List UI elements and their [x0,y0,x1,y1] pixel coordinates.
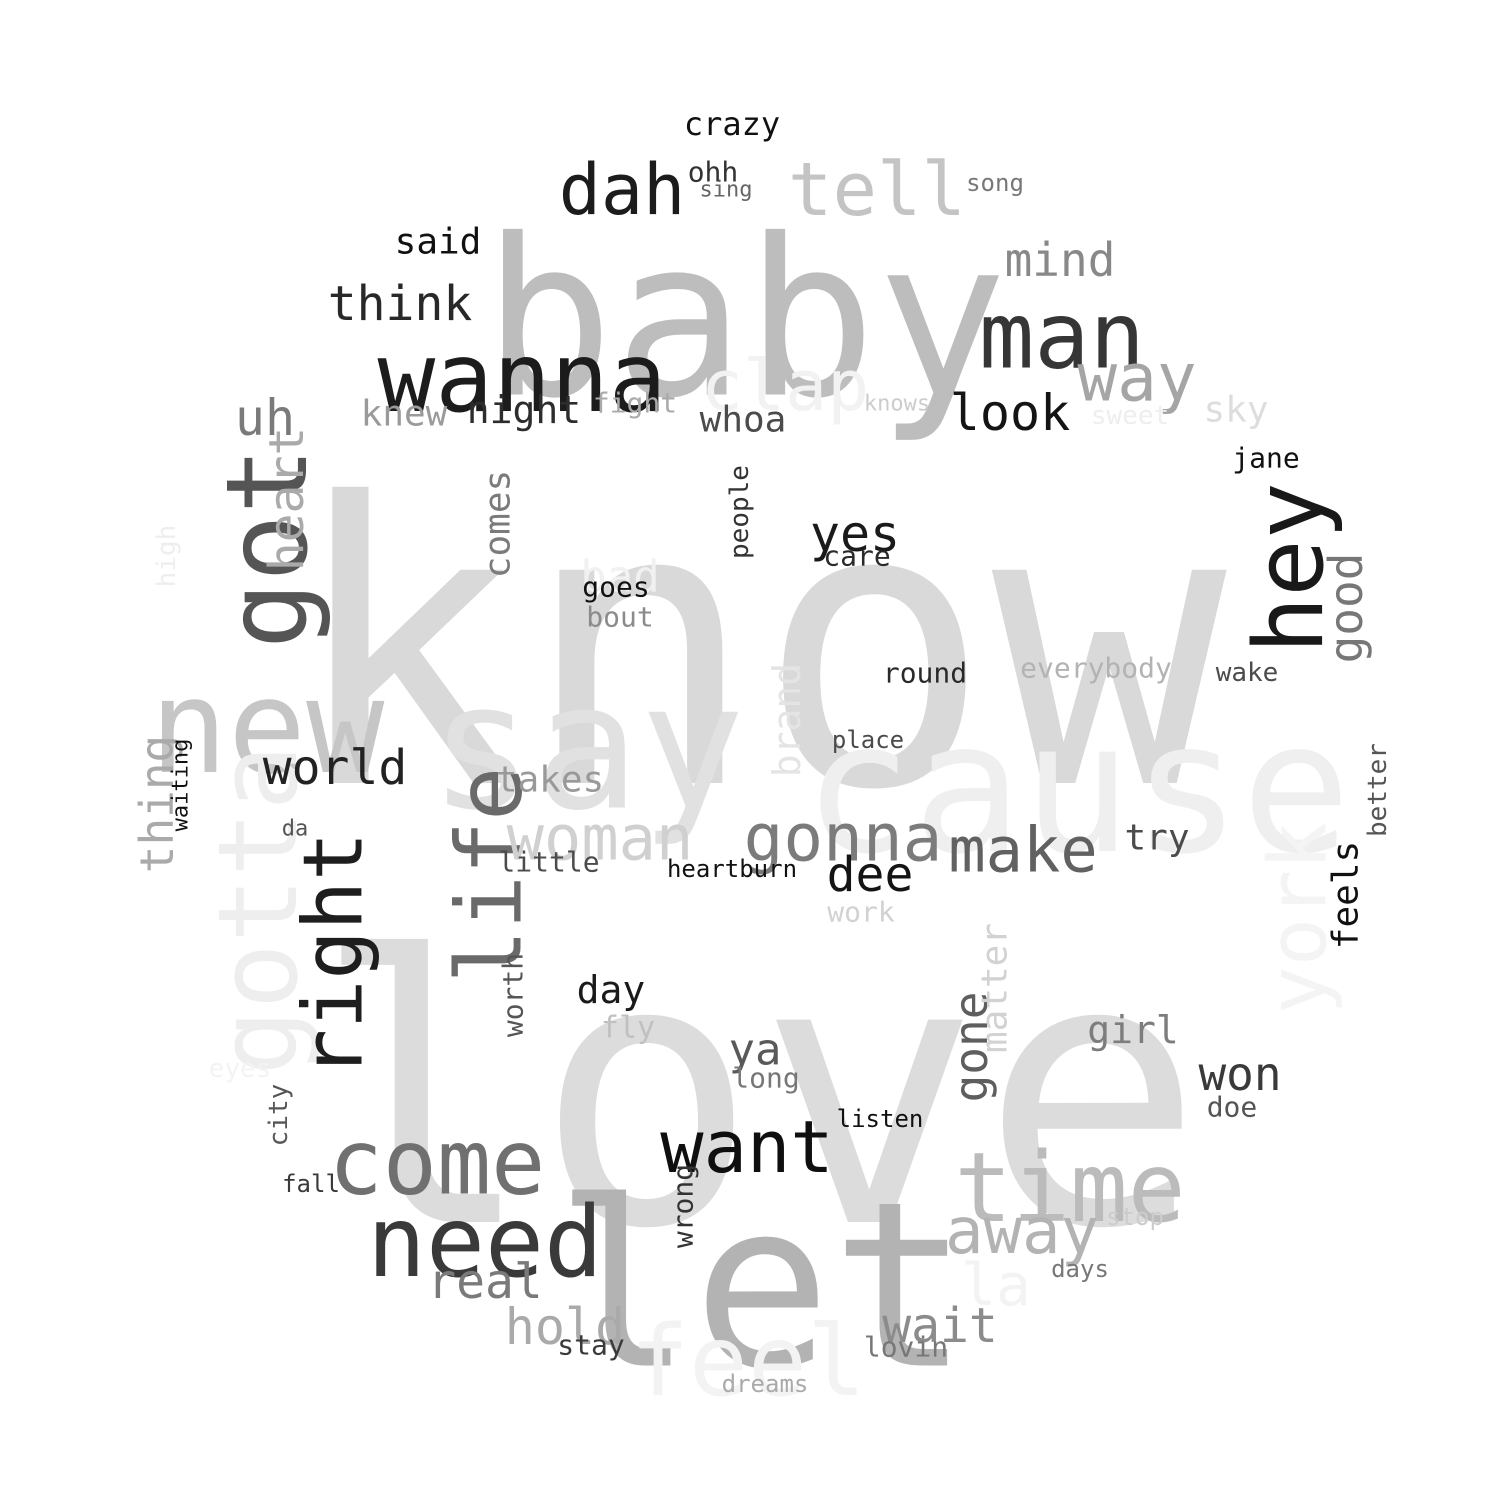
word-brand: brand [765,663,809,777]
word-girl: girl [1087,1008,1179,1052]
word-city: city [264,1084,294,1147]
word-hold: hold [505,1298,625,1356]
word-fall: fall [282,1170,340,1198]
word-dreams: dreams [722,1370,809,1398]
word-right: right [287,832,382,1079]
word-dee: dee [827,847,914,903]
word-fly: fly [601,1011,655,1046]
word-crazy: crazy [684,105,780,143]
word-new: new [150,651,386,803]
word-sweet: sweet [1091,401,1169,431]
word-heart: heart [259,427,315,572]
word-sky: sky [1203,390,1268,431]
word-think: think [328,276,473,332]
word-worth: worth [497,953,530,1037]
word-thing: thing [130,735,184,873]
word-little: little [498,846,599,879]
word-stay: stay [557,1329,624,1362]
word-knows: knows [864,392,930,417]
word-high: high [152,525,182,588]
word-ohh: ohh [688,156,739,189]
word-ya: ya [729,1025,782,1076]
word-wanna: wanna [378,322,667,434]
word-good: good [1319,553,1373,664]
word-eyes: eyes [209,1054,272,1084]
word-come: come [329,1111,546,1216]
word-need: need [367,1186,603,1300]
word-dah: dah [559,149,685,231]
word-wrong: wrong [667,1164,700,1248]
word-matter: matter [975,923,1016,1053]
word-time: time [954,1132,1185,1244]
word-tell: tell [788,147,966,233]
word-bout: bout [586,601,653,634]
word-goes: goes [582,571,649,604]
word-gonna: gonna [744,800,943,877]
word-let: let [554,1154,969,1421]
word-baby: baby [483,194,1008,447]
word-day: day [577,968,646,1012]
word-work: work [827,896,895,929]
word-song: song [966,169,1024,197]
word-make: make [948,814,1097,887]
word-people: people [725,465,755,559]
word-world: world [263,740,408,796]
word-knew: knew [361,394,448,435]
word-da: da [282,817,309,842]
word-away: away [945,1195,1099,1269]
word-la: la [961,1251,1031,1319]
word-sing: sing [700,178,753,203]
word-better: better [1363,743,1393,837]
word-say: say [429,647,745,850]
word-woman: woman [507,802,694,875]
word-york: york [1252,822,1345,1015]
word-gone: gone [944,992,998,1103]
word-yes: yes [810,505,900,563]
word-wait: wait [882,1298,998,1354]
word-feel: feel [630,1305,866,1419]
word-listen: listen [837,1105,924,1133]
word-jane: jane [1232,442,1299,475]
word-love: love [312,880,1203,1310]
word-try: try [1124,818,1189,859]
word-look: look [950,384,1070,442]
word-long: long [732,1062,799,1095]
word-got: got [203,447,333,649]
word-days: days [1051,1255,1109,1283]
word-fight: fight [593,387,677,420]
word-lovin: lovin [864,1331,948,1364]
word-cause: cause [803,682,1351,894]
word-clap: clap [701,345,870,427]
word-know: know [287,421,1229,875]
word-uh: uh [235,389,295,447]
word-man: man [979,283,1145,390]
word-won: won [1198,1047,1281,1101]
word-way: way [1077,340,1196,417]
word-want: want [660,1105,833,1189]
word-said: said [395,222,482,263]
word-comes: comes [478,470,519,578]
word-everybody: everybody [1020,652,1172,685]
word-takes: takes [496,760,604,801]
word-stop: stop [1106,1203,1164,1231]
word-doe: doe [1207,1091,1258,1124]
word-life: life [438,767,543,984]
word-night: night [467,388,581,432]
word-place: place [832,726,904,754]
word-mind: mind [1005,233,1116,287]
word-bad: bad [580,552,659,603]
word-care: care [823,540,890,573]
word-feels: feels [1326,841,1367,949]
word-waiting: waiting [169,739,194,832]
word-round: round [883,657,967,690]
word-gotta: gotta [194,744,322,1075]
word-wake: wake [1216,658,1279,688]
word-heartburn: heartburn [667,855,797,883]
word-whoa: whoa [700,400,787,441]
word-hey: hey [1235,482,1345,654]
word-real: real [427,1254,543,1310]
